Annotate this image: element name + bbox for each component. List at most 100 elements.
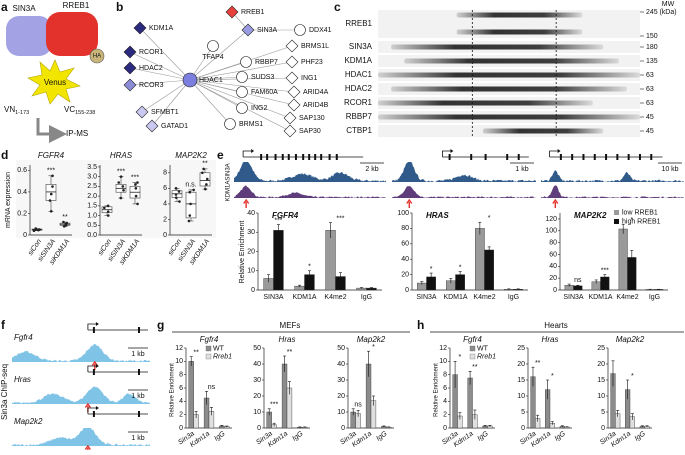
vn-text: VN <box>4 105 15 114</box>
y-tick-label: 120 <box>545 216 557 223</box>
panel-letter: g <box>157 318 164 332</box>
scale-label: 1 kb <box>131 393 144 400</box>
chip-track <box>12 344 150 362</box>
network-node <box>207 40 219 52</box>
vn-range: 1-173 <box>15 110 29 116</box>
y-tick-label: 2 <box>443 412 447 419</box>
legend-label: low RREB1 <box>622 209 658 216</box>
x-tick-label: IgG <box>375 430 389 443</box>
data-point <box>189 202 192 206</box>
y-axis-label: Relative Enrichment <box>239 221 246 284</box>
x-tick-label: SIN3A <box>263 294 284 301</box>
panel-letter: a <box>1 0 8 14</box>
data-point <box>37 228 40 232</box>
y-tick-label: 10 <box>247 268 255 275</box>
y-tick-label: 6 <box>163 185 167 192</box>
blot-band <box>456 29 583 35</box>
track-label: KDM1A <box>226 181 232 202</box>
bar <box>281 363 288 429</box>
data-point <box>205 177 209 181</box>
x-tick-label: IgG <box>213 430 227 443</box>
blot-row-label: RBBP7 <box>346 112 373 121</box>
ipms-label: IP-MS <box>66 129 88 138</box>
x-tick-label: IgG <box>361 294 372 301</box>
blot-band <box>378 100 593 106</box>
chart-title: FGFR4 <box>38 151 65 160</box>
y-tick-label: 0 <box>443 425 447 432</box>
network-node <box>240 56 252 68</box>
y-tick-label: 0 <box>341 425 345 432</box>
network-edge <box>189 76 243 81</box>
node-label: GATAD1 <box>161 123 188 130</box>
x-tick-label: SIN3A <box>563 294 584 301</box>
gene-exon <box>638 154 641 160</box>
data-point <box>62 220 65 224</box>
y-axis-label: Relative Enrichment <box>170 363 176 417</box>
node-label: SAP130 <box>299 115 325 122</box>
panel-letter: b <box>116 0 123 14</box>
y-tick-label: 30 <box>337 377 345 384</box>
chart-title: Hras <box>542 335 559 344</box>
gene-exon <box>506 154 509 160</box>
rreb1-shape <box>46 12 98 56</box>
box <box>199 172 211 187</box>
blot-band <box>391 44 604 50</box>
tss-arrowhead <box>95 364 99 368</box>
node-label: HDAC1 <box>199 77 223 84</box>
data-point <box>119 196 123 200</box>
y-tick-label: 0.0 <box>87 232 97 239</box>
y-tick-label: 1.5 <box>87 203 97 210</box>
tss-arrow <box>549 150 558 157</box>
gene-exon <box>266 154 269 160</box>
gene-exon <box>137 411 140 417</box>
panel-header: MEFs <box>280 321 301 330</box>
y-tick-label: 40 <box>337 361 345 368</box>
scale-label: 2 kb <box>365 166 378 173</box>
network-node <box>225 5 239 19</box>
x-tick-label: IgG <box>476 430 490 443</box>
y-tick-label: 25 <box>597 345 605 352</box>
tss-arrow <box>87 323 96 330</box>
gene-exon <box>448 154 451 160</box>
gene-exon <box>320 154 323 160</box>
tss-arrow <box>87 365 96 372</box>
data-point <box>174 193 178 196</box>
y-tick-label: 40 <box>401 256 409 263</box>
node-label: ARID4B <box>303 102 329 109</box>
network-node <box>294 24 306 36</box>
legend-label: high RREB1 <box>622 218 661 225</box>
blot-row-label: HDAC2 <box>345 84 373 93</box>
gene-label: Hras <box>14 375 31 384</box>
legend-label: WT <box>213 345 225 352</box>
network-node <box>182 72 198 88</box>
gene-exon <box>308 154 311 160</box>
significance: ** <box>472 364 478 371</box>
significance: *** <box>270 402 278 409</box>
y-tick-label: 80 <box>401 225 409 232</box>
x-tick-label: IgG <box>649 294 660 301</box>
significance: ** <box>535 360 541 367</box>
legend-label: WT <box>477 345 489 352</box>
chart-title: HRAS <box>110 151 133 160</box>
significance: ns <box>354 402 362 409</box>
data-point <box>187 219 191 223</box>
panel-letter: f <box>1 318 6 332</box>
data-point <box>136 202 139 206</box>
x-tick-label: KDM1A <box>443 294 467 301</box>
significance: * <box>459 264 462 271</box>
x-tick-label: K4me2 <box>324 294 346 301</box>
data-point <box>117 181 121 184</box>
y-tick-label: 4 <box>163 201 167 208</box>
y-tick-label: 30 <box>253 377 261 384</box>
node-label: BRMS1L <box>301 43 329 50</box>
data-point <box>205 183 208 186</box>
significance: *** <box>47 168 55 175</box>
network-edge <box>189 79 291 119</box>
node-label: BRMS1 <box>239 121 263 128</box>
y-tick-label: 20 <box>549 275 557 282</box>
y-tick-label: 40 <box>247 210 255 217</box>
network-node <box>133 21 147 35</box>
gene-exon <box>287 154 290 160</box>
bar <box>618 228 628 291</box>
tss-arrowhead <box>251 149 255 153</box>
